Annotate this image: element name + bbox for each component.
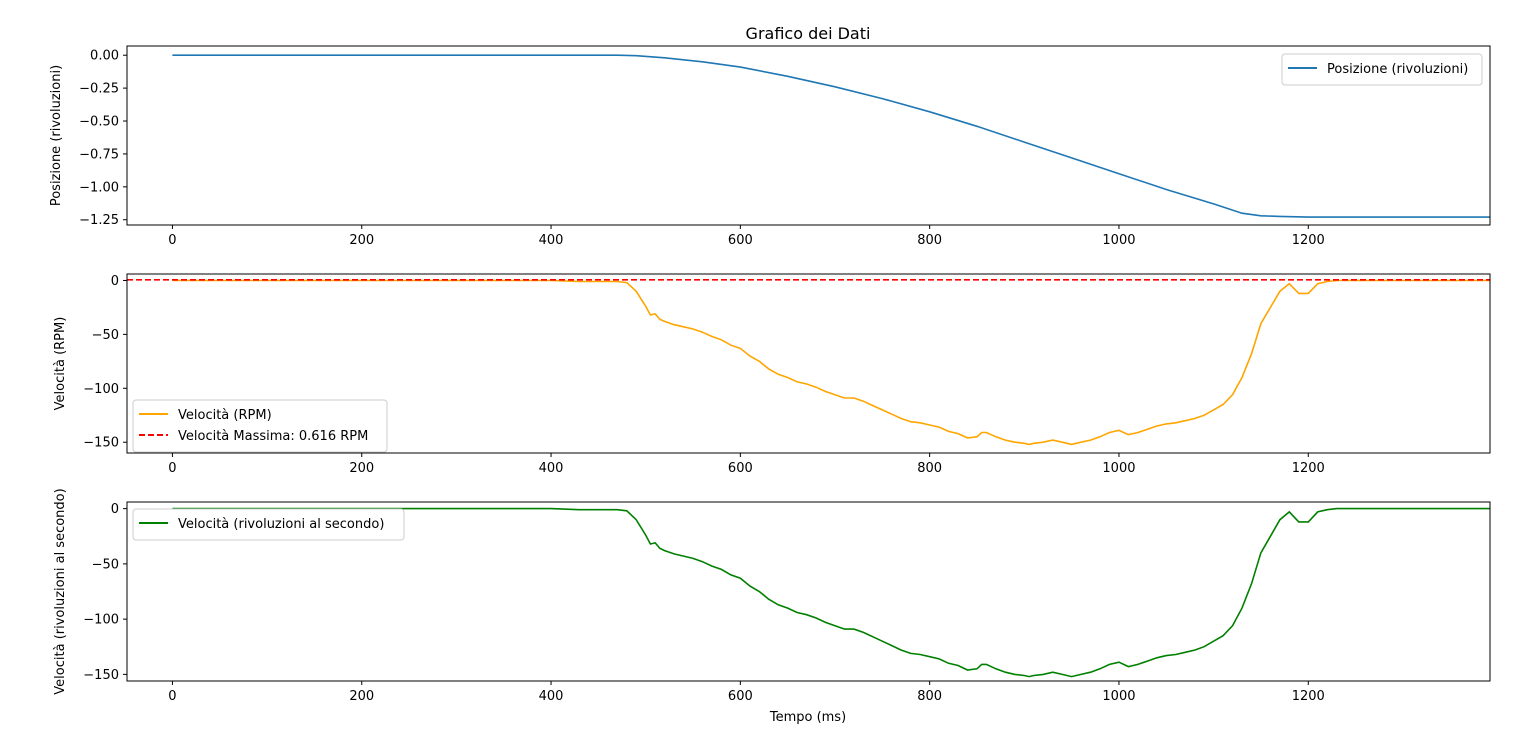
series-line-1 [172, 279, 1490, 446]
x-tick-label: 0 [168, 461, 176, 476]
x-tick-label: 600 [728, 461, 753, 476]
x-tick-label: 400 [539, 233, 564, 248]
legend: Velocità (RPM) Velocità Massima: 0.616 RP… [132, 399, 388, 453]
x-tick-label: 400 [539, 689, 564, 704]
x-tick-label: 400 [539, 461, 564, 476]
y-tick-label: −1.00 [79, 180, 119, 195]
y-tick-label: 0.00 [90, 49, 119, 64]
axes-frame [126, 501, 1491, 682]
subplots: 0 200 400 600 800 1000 1200 0.00 −0.25 −0.50 −0.75… [49, 45, 1491, 704]
y-tick-label: 0 [111, 502, 119, 517]
y-tick-label: −0.75 [79, 147, 119, 162]
y-tick-label: −0.25 [79, 82, 119, 97]
legend-label: Posizione (rivoluzioni) [1327, 62, 1468, 77]
y-tick-label: −150 [83, 668, 119, 683]
x-tick-label: 1000 [1102, 689, 1135, 704]
legend-frame [132, 399, 388, 453]
y-tick-label: −150 [83, 436, 119, 451]
series-line-1 [172, 54, 1490, 218]
legend-label: Velocità (RPM) [178, 408, 272, 423]
y-tick-label: −100 [83, 613, 119, 628]
y-tick-label: −50 [92, 557, 119, 572]
figure-title: Grafico dei Dati [746, 24, 871, 43]
legend-frame [1281, 53, 1483, 86]
axes-frame [126, 273, 1491, 454]
legend-frame [132, 508, 405, 541]
x-tick-label: 1200 [1292, 689, 1325, 704]
x-tick-label: 1000 [1102, 233, 1135, 248]
x-tick-label: 600 [728, 689, 753, 704]
x-tick-label: 800 [917, 461, 942, 476]
subplot-1: 0 200 400 600 800 1000 1200 0.00 −0.25 −0.50 −0.75… [49, 45, 1491, 248]
x-tick-label: 200 [349, 461, 374, 476]
x-tick-label: 0 [168, 689, 176, 704]
x-axis-label: Tempo (ms) [769, 710, 846, 725]
y-axis-label: Velocità (rivoluzioni al secondo) [53, 488, 68, 694]
subplot-2: 0 200 400 600 800 1000 1200 0 −50 −100 −150 Velocit… [53, 273, 1491, 476]
legend: Posizione (rivoluzioni) [1281, 53, 1483, 86]
legend-label: Velocità Massima: 0.616 RPM [178, 429, 368, 444]
x-tick-label: 1000 [1102, 461, 1135, 476]
x-tick-label: 1200 [1292, 461, 1325, 476]
x-tick-label: 600 [728, 233, 753, 248]
y-axis-label: Posizione (rivoluzioni) [49, 65, 64, 206]
x-tick-label: 800 [917, 689, 942, 704]
y-axis-label: Velocità (RPM) [53, 317, 68, 411]
x-tick-label: 1200 [1292, 233, 1325, 248]
x-tick-label: 200 [349, 233, 374, 248]
series-line-1 [172, 507, 1490, 678]
axes-frame [126, 45, 1491, 226]
legend: Velocità (rivoluzioni al secondo) [132, 508, 405, 541]
subplot-3: 0 200 400 600 800 1000 1200 0 −50 −100 −150 Velocit… [53, 488, 1491, 704]
x-tick-label: 0 [168, 233, 176, 248]
y-tick-label: 0 [111, 274, 119, 289]
x-tick-label: 200 [349, 689, 374, 704]
y-tick-label: −100 [83, 382, 119, 397]
y-tick-label: −0.50 [79, 115, 119, 130]
y-tick-label: −1.25 [79, 213, 119, 228]
y-tick-label: −50 [92, 328, 119, 343]
legend-label: Velocità (rivoluzioni al secondo) [178, 517, 384, 532]
x-tick-label: 800 [917, 233, 942, 248]
